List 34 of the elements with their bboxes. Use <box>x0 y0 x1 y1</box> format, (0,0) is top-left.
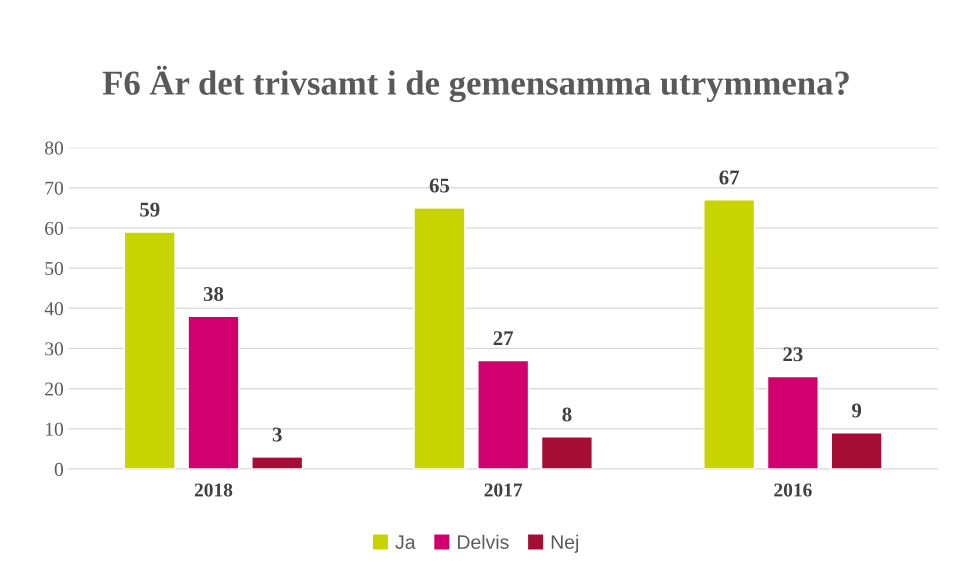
data-label: 3 <box>272 428 282 442</box>
data-label: 9 <box>852 403 862 418</box>
y-tick-label: 70 <box>46 182 64 195</box>
data-label: 59 <box>140 202 160 217</box>
bar <box>251 456 304 469</box>
x-tick-label: 2017 <box>484 483 522 497</box>
bar <box>124 231 176 469</box>
bar <box>187 316 240 469</box>
bar <box>413 207 466 469</box>
data-label: 38 <box>204 286 224 302</box>
data-label: 65 <box>430 178 450 193</box>
y-tick-label: 0 <box>54 462 64 476</box>
bar <box>540 436 593 469</box>
y-tick-label: 80 <box>45 141 64 155</box>
y-tick-label: 30 <box>45 342 64 356</box>
y-tick-label: 60 <box>45 222 64 235</box>
legend-label: Ja <box>395 535 416 549</box>
data-label: 27 <box>494 331 514 345</box>
chart-title: F6 Är det trivsamt i de gemensamma utrymmena? <box>102 66 849 102</box>
data-label: 8 <box>562 407 572 422</box>
bar <box>766 376 819 469</box>
legend-label: Nej <box>552 534 578 553</box>
data-label: 67 <box>719 170 740 185</box>
bar <box>703 199 756 469</box>
y-tick-label: 50 <box>45 262 64 276</box>
x-tick-label: 2016 <box>774 483 812 497</box>
y-tick-label: 40 <box>44 302 64 316</box>
bar <box>830 432 883 469</box>
x-tick-label: 2018 <box>194 483 232 497</box>
y-tick-label: 20 <box>45 382 64 396</box>
legend-label: Delvis <box>458 534 509 549</box>
bar <box>477 360 530 469</box>
y-tick-label: 10 <box>46 422 64 436</box>
data-label: 23 <box>783 347 803 362</box>
